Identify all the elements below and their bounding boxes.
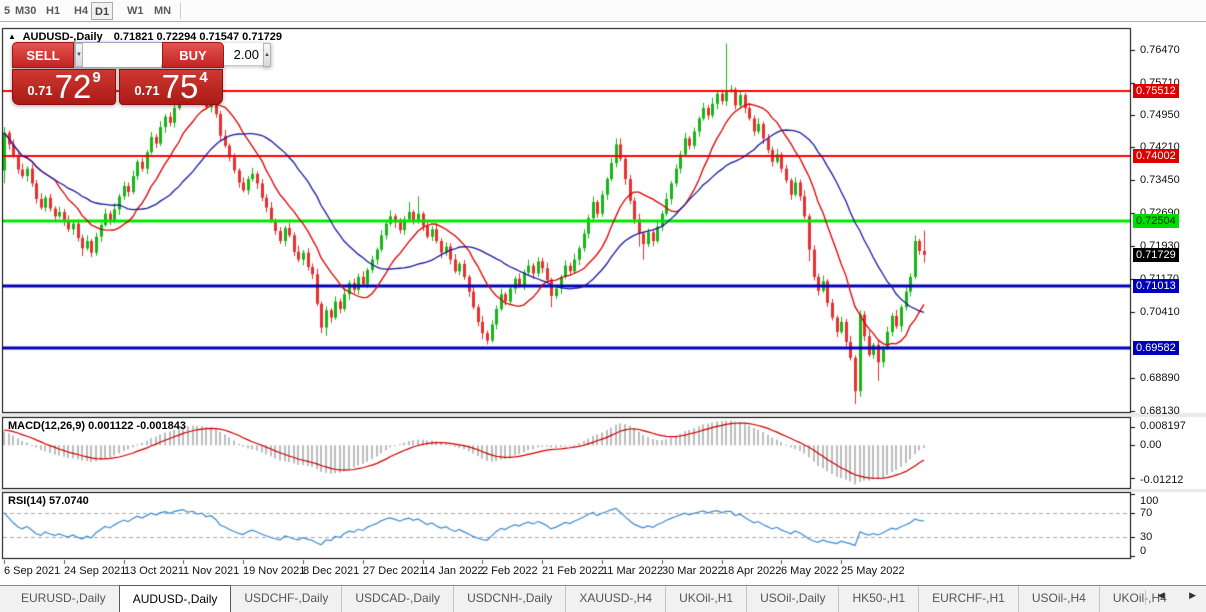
price-axis-tick: 0.76470 xyxy=(1140,43,1180,56)
timeframe-h4-button[interactable]: H4 xyxy=(74,5,89,17)
tab-ukoil-h4[interactable]: UKOil-,H4 xyxy=(1098,586,1180,612)
tab-eurchf-h1[interactable]: EURCHF-,H1 xyxy=(918,586,1018,612)
timeframe-h1-button[interactable]: H1 xyxy=(46,5,61,17)
chart-tab-bar: EURUSD-,Daily AUDUSD-,Daily USDCHF-,Dail… xyxy=(0,585,1206,612)
chart-ohlc-values: 0.71821 0.72294 0.71547 0.71729 xyxy=(113,31,282,43)
buy-button[interactable]: BUY xyxy=(162,42,224,68)
tab-hk50-h1[interactable]: HK50-,H1 xyxy=(838,586,918,612)
date-axis-label: 21 Feb 2022 xyxy=(542,565,604,577)
tab-usoil-daily[interactable]: USOil-,Daily xyxy=(746,586,838,612)
tab-ukoil-h1[interactable]: UKOil-,H1 xyxy=(665,586,746,612)
date-axis-label: 14 Jan 2022 xyxy=(423,565,484,577)
rsi-axis-tick: 100 xyxy=(1140,495,1159,507)
buy-price-pip: 4 xyxy=(199,69,208,86)
date-axis-label: 13 Oct 2021 xyxy=(124,565,184,577)
date-axis-label: 24 Sep 2021 xyxy=(64,565,127,577)
sell-price-prefix: 0.71 xyxy=(27,83,53,98)
date-axis-label: 6 Sep 2021 xyxy=(4,565,61,577)
macd-axis-max: 0.008197 xyxy=(1140,420,1186,432)
rsi-axis-tick: 70 xyxy=(1140,506,1153,519)
date-axis-label: 8 Dec 2021 xyxy=(303,565,360,577)
macd-axis-zero: 0.00 xyxy=(1140,439,1162,452)
date-axis-label: 30 Mar 2022 xyxy=(662,565,724,577)
timeframe-d1-button[interactable]: D1 xyxy=(91,2,114,20)
price-level-badge: 0.71013 xyxy=(1133,278,1179,293)
tab-usdchf-daily[interactable]: USDCHF-,Daily xyxy=(244,591,329,605)
rsi-axis-tick: 30 xyxy=(1140,531,1153,544)
tab-usdcad-daily[interactable]: USDCAD-,Daily xyxy=(341,586,453,612)
buy-price-box[interactable]: 0.71 75 4 xyxy=(119,69,223,105)
one-click-trading-panel: SELL ▼ ▲ BUY 0.71 72 9 0.71 75 4 xyxy=(12,42,271,105)
timeframe-m30-button[interactable]: M30 xyxy=(15,5,37,17)
price-axis-tick: 0.68890 xyxy=(1140,371,1180,384)
collapse-triangle-icon[interactable]: ▲ xyxy=(8,32,16,41)
date-axis-label: 2 Feb 2022 xyxy=(482,565,538,577)
sell-price-pip: 9 xyxy=(92,69,101,86)
rsi-label: RSI(14) 57.0740 xyxy=(8,495,89,507)
buy-price-prefix: 0.71 xyxy=(134,83,160,98)
volume-decrease-button[interactable]: ▼ xyxy=(75,43,83,67)
tab-xauusd-h4[interactable]: XAUUSD-,H4 xyxy=(565,586,665,612)
timeframe-w1-button[interactable]: W1 xyxy=(127,5,144,17)
sell-button[interactable]: SELL xyxy=(12,42,74,68)
current-price-badge: 0.71729 xyxy=(1133,247,1179,262)
price-axis-tick: 0.73450 xyxy=(1140,174,1180,187)
date-axis-label: 1 Nov 2021 xyxy=(183,565,240,577)
volume-spinner: ▼ ▲ xyxy=(74,42,271,68)
chart-title: ▲ AUDUSD-,Daily 0.71821 0.72294 0.71547 … xyxy=(8,31,282,43)
date-axis-label: 11 Mar 2022 xyxy=(602,565,663,577)
tabs-scroll-left-icon[interactable]: ◀ xyxy=(1157,590,1165,600)
macd-label: MACD(12,26,9) 0.001122 -0.001843 xyxy=(8,420,186,432)
date-axis-label: 25 May 2022 xyxy=(841,565,905,577)
price-level-badge: 0.75512 xyxy=(1133,84,1179,99)
timeframe-toolbar: 5 M30 H1 H4 D1 W1 MN xyxy=(0,0,1206,22)
chart-symbol-label: AUDUSD-,Daily xyxy=(22,31,103,43)
price-level-badge: 0.72504 xyxy=(1133,214,1179,229)
tabs-scroll-right-icon[interactable]: ▶ xyxy=(1189,590,1196,600)
toolbar-separator xyxy=(180,3,181,19)
tabbar-separator xyxy=(1145,590,1146,605)
price-level-badge: 0.69582 xyxy=(1133,340,1179,355)
rsi-axis-tick: 0 xyxy=(1140,545,1147,557)
sell-price-box[interactable]: 0.71 72 9 xyxy=(12,69,116,105)
tab-usdcnh-daily[interactable]: USDCNH-,Daily xyxy=(453,586,565,612)
date-axis-label: 27 Dec 2021 xyxy=(363,565,426,577)
buy-price-big: 75 xyxy=(161,68,199,105)
price-axis-tick: 0.74950 xyxy=(1140,109,1180,122)
timeframe-m5-button[interactable]: 5 xyxy=(4,5,11,17)
sell-price-big: 72 xyxy=(54,68,92,105)
timeframe-mn-button[interactable]: MN xyxy=(154,5,172,17)
date-axis-label: 6 May 2022 xyxy=(781,565,839,577)
macd-axis-min: -0.01212 xyxy=(1140,474,1184,486)
tab-eurusd-daily[interactable]: EURUSD-,Daily xyxy=(21,591,106,605)
price-level-badge: 0.74002 xyxy=(1133,149,1179,164)
volume-increase-button[interactable]: ▲ xyxy=(262,43,271,67)
tab-usoil-h4[interactable]: USOil-,H4 xyxy=(1017,586,1099,612)
tab-audusd-daily[interactable]: AUDUSD-,Daily xyxy=(118,585,232,612)
price-axis-tick: 0.70410 xyxy=(1140,305,1180,318)
date-axis-label: 18 Apr 2022 xyxy=(722,565,782,577)
price-axis-tick: 0.68130 xyxy=(1140,404,1180,417)
date-axis-label: 19 Nov 2021 xyxy=(243,565,306,577)
